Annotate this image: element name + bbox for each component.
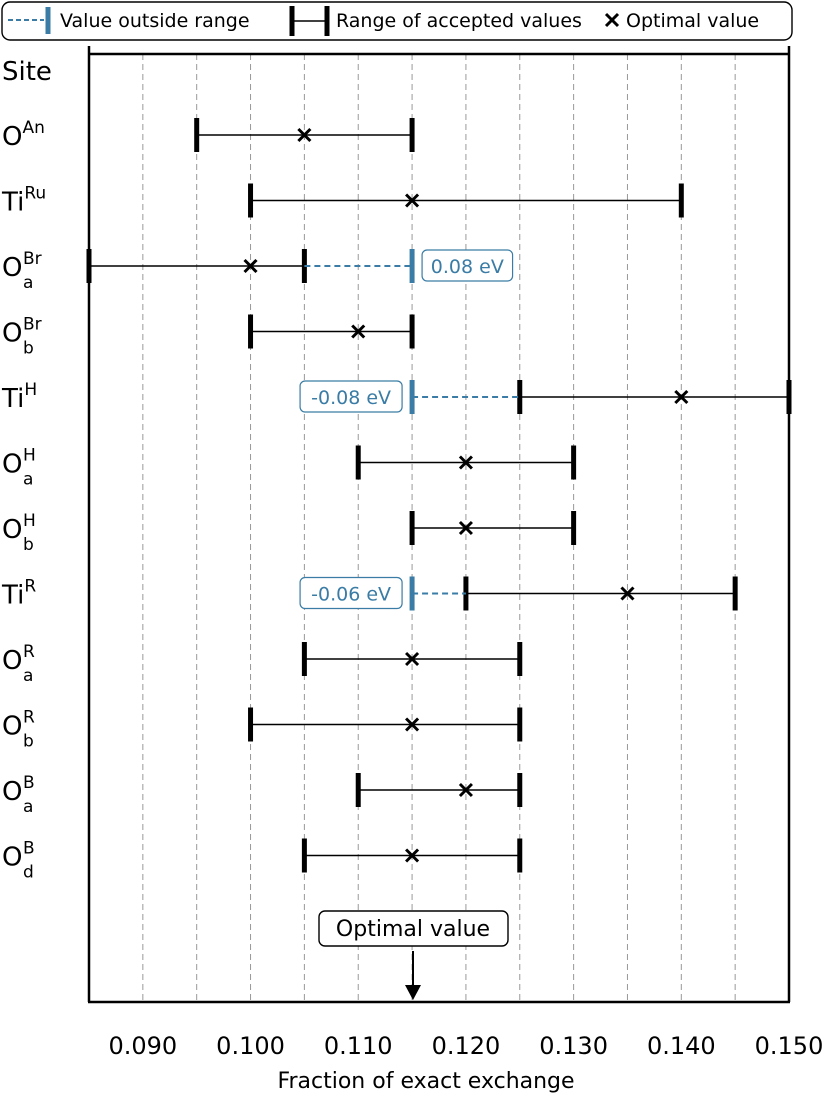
outside-value-label: -0.06 eV [311,584,391,606]
x-tick-label: 0.090 [108,1032,177,1060]
site-label: OB d [2,839,35,883]
site-label: OR a [2,642,35,686]
x-tick-label: 0.100 [216,1032,285,1060]
optimal-value-box [318,910,509,947]
optimal-marker-stroke [620,586,635,601]
optimal-marker [243,258,258,274]
optimal-marker [458,782,473,798]
optimal-marker [405,717,420,732]
optimal-value-label: Optimal value [336,917,490,942]
optimal-marker [405,193,420,208]
legend-box [1,1,793,41]
optimal-marker-stroke [405,193,420,208]
axes: Site Fraction of exact exchange [2,46,791,1094]
optimal-marker [405,651,420,667]
optimal-marker [351,324,366,339]
site-label: OBr a [2,249,42,293]
optimal-marker-stroke [458,782,473,798]
optimal-marker-stroke [405,848,420,863]
x-axis-title: Fraction of exact exchange [277,1069,574,1094]
legend-optimal-marker [604,12,620,28]
x-tick-label: 0.120 [432,1032,501,1060]
outside-value-label: -0.08 eV [311,387,391,409]
optimal-marker [620,586,635,601]
site-row: OB d [2,838,523,883]
site-label: OBr b [2,315,42,359]
legend-label-outside: Value outside range [60,10,250,32]
optimal-marker [297,127,312,143]
site-row: TiR -0.06 eV [1,576,738,611]
site-row: OBr b [2,314,415,359]
optimal-marker [458,520,473,536]
site-row: TiH -0.08 eV [1,380,792,414]
site-label: OR b [2,708,35,752]
optimal-marker [674,389,689,405]
site-row: OH b [2,511,577,555]
optimal-marker-stroke [405,651,420,667]
site-label: TiH [1,380,37,414]
site-row: OB a [2,773,523,817]
site-label: OB a [2,773,35,817]
optimal-marker-stroke [351,324,366,339]
outside-value-box [421,249,514,282]
legend: Value outside range Range of accepted va… [1,1,793,41]
optimal-marker-stroke [405,717,420,732]
x-tick-label: 0.150 [755,1032,824,1060]
site-label: OAn [2,118,45,152]
outside-value-box [299,380,403,413]
optimal-marker-stroke [458,520,473,536]
optimal-marker [458,455,473,470]
outside-value-label: 0.08 eV [431,256,504,278]
legend-label-range: Range of accepted values [336,10,582,32]
x-tick-label: 0.130 [539,1032,608,1060]
optimal-marker-stroke [243,258,258,274]
site-row: OR a [2,642,523,686]
optimal-value-marker: Optimal value [318,910,509,1000]
site-label: OH b [2,511,36,555]
site-label: TiR [1,577,36,611]
optimal-value-arrowhead [405,985,421,1000]
optimal-marker-stroke [458,455,473,470]
x-tick-label: 0.110 [324,1032,393,1060]
site-label: OH a [2,446,36,490]
optimal-marker-stroke [674,389,689,405]
optimal-marker [405,848,420,863]
site-row: OAn [2,118,415,152]
outside-value-box [299,576,403,610]
site-rows: OAn TiRu OBr a 0.08 eV OBr b TiH -0.08 eV OH a OH b T… [1,118,792,883]
site-row: OBr a 0.08 eV [2,249,514,293]
legend-label-optimal: Optimal value [626,10,759,32]
x-tick-label: 0.140 [647,1032,716,1060]
site-row: TiRu [1,183,684,218]
optimal-marker-stroke [297,127,312,143]
site-label: TiRu [1,184,46,218]
site-row: OH a [2,445,577,490]
y-axis-title: Site [2,57,52,87]
site-row: OR b [2,707,523,752]
x-tick-labels: 0.090 0.100 0.110 0.120 0.130 0.140 0.150 [108,1032,823,1060]
